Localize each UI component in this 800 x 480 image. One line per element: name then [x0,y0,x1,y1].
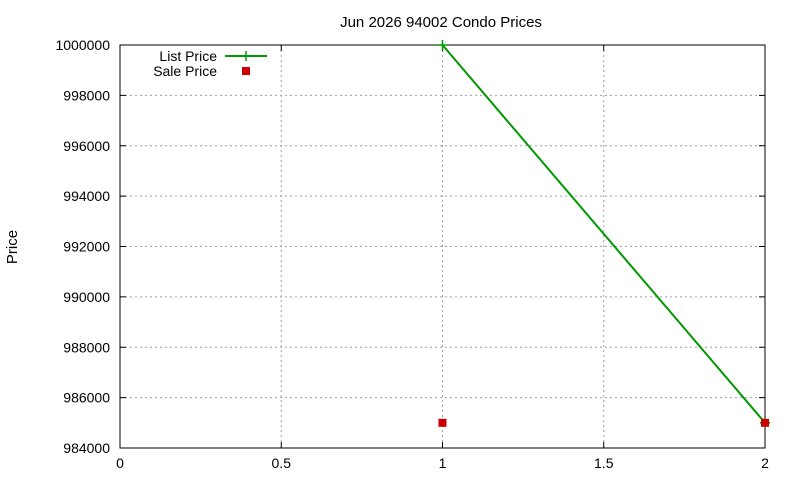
axis-ticks: 984000 986000 988000 990000 992000 994000 9960… [55,37,769,471]
y-tick-label: 986000 [63,390,110,406]
x-tick-label: 0 [116,455,124,471]
y-tick-label: 992000 [63,239,110,255]
series-line-list-price [441,44,766,424]
x-tick-label: 1.5 [594,455,614,471]
y-tick-label: 994000 [63,188,110,204]
y-tick-label: 984000 [63,440,110,456]
y-tick-label: 998000 [63,87,110,103]
y-tick-label: 988000 [63,339,110,355]
legend-label: List Price [159,48,217,64]
legend-marker [242,67,250,75]
x-tick-label: 1 [439,455,447,471]
legend-marker [241,51,251,61]
grid [120,45,765,448]
y-tick-label: 990000 [63,289,110,305]
x-tick-label: 0.5 [272,455,292,471]
legend-label: Sale Price [153,63,217,79]
chart-title: Jun 2026 94002 Condo Prices [340,14,542,31]
y-tick-label: 996000 [63,138,110,154]
series-layer [437,40,770,428]
list-price-point [437,40,448,50]
y-axis-label: Price [4,230,21,264]
y-tick-label: 1000000 [55,37,110,53]
x-tick-label: 2 [761,455,769,471]
sale-price-point [761,418,769,427]
sale-price-point [438,418,447,427]
